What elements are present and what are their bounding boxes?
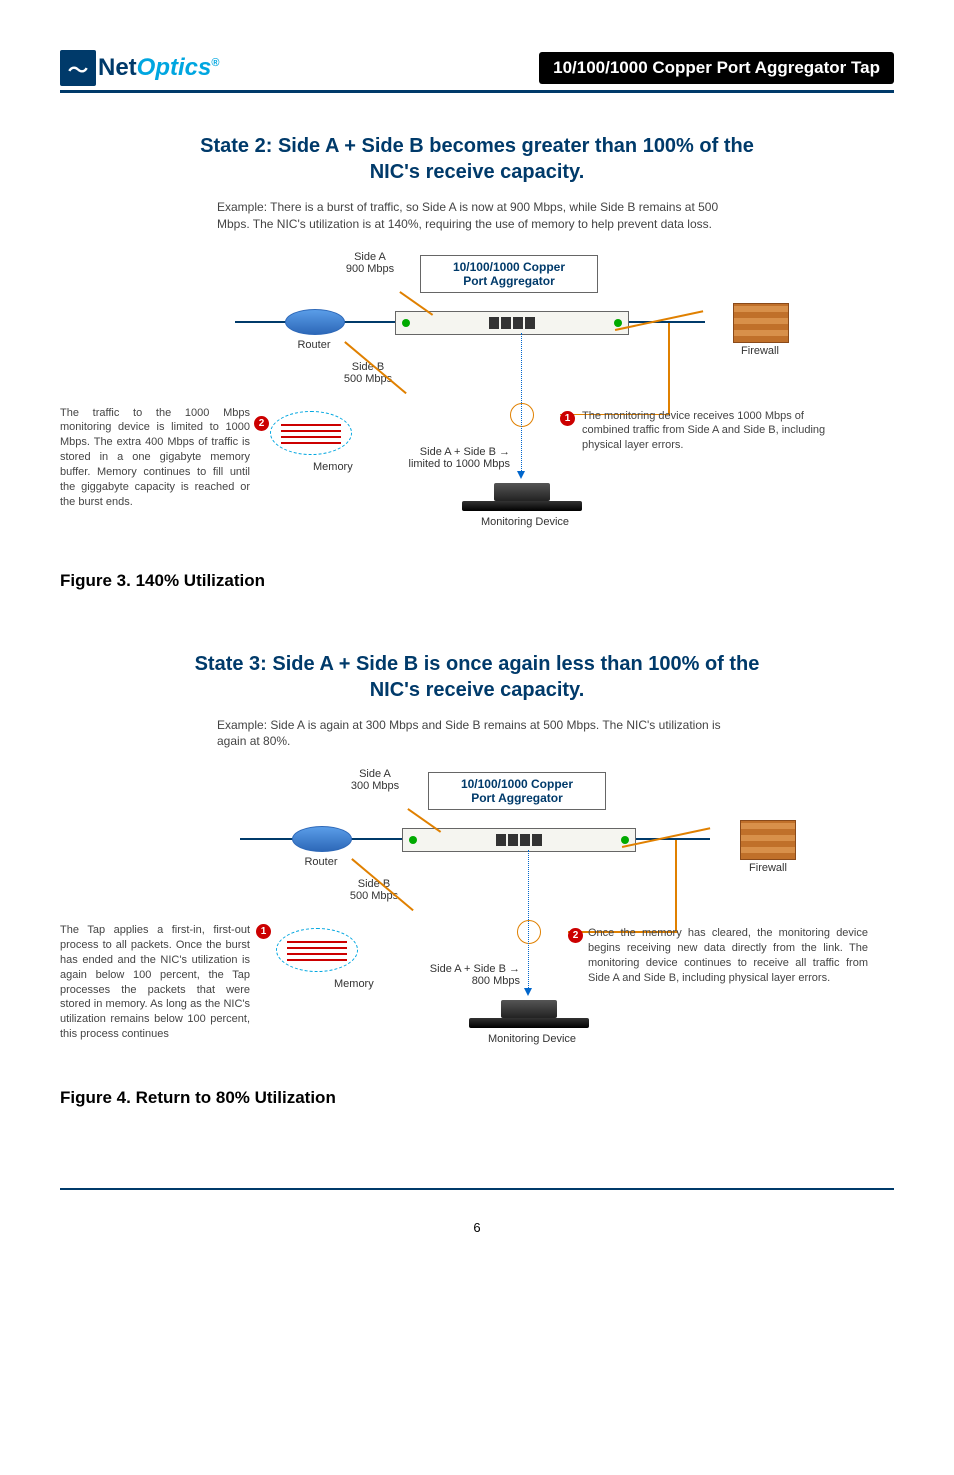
firewall-label: Firewall (730, 345, 790, 357)
page-number: 6 (60, 1220, 894, 1235)
logo-icon: 〜 (60, 50, 96, 86)
port-block (496, 834, 542, 846)
monitor-icon (501, 1000, 557, 1018)
data-flow-line (521, 333, 522, 473)
router-icon (292, 826, 352, 852)
aggregator-device (402, 828, 636, 852)
badge-2: 2 (568, 928, 583, 943)
figure4-caption: Figure 4. Return to 80% Utilization (60, 1088, 894, 1108)
arrow-down-icon (524, 988, 532, 996)
state3-diagram: Side A300 Mbps 10/100/1000 CopperPort Ag… (60, 768, 894, 1068)
state2-example: Example: There is a burst of traffic, so… (217, 199, 737, 233)
sum-label: Side A + Side B →800 Mbps (400, 963, 520, 987)
router-icon (285, 309, 345, 335)
badge-1: 1 (256, 924, 271, 939)
led-icon (614, 319, 622, 327)
state3-note-left: The Tap applies a first-in, first-out pr… (60, 923, 250, 1042)
header-rule (60, 90, 894, 93)
title-bar: 10/100/1000 Copper Port Aggregator Tap (539, 52, 894, 84)
footer-rule (60, 1188, 894, 1190)
memory-icon (270, 411, 352, 455)
switch-icon (517, 920, 541, 944)
firewall-label: Firewall (738, 862, 798, 874)
aggregator-label: 10/100/1000 CopperPort Aggregator (428, 772, 606, 810)
led-icon (409, 836, 417, 844)
page-header: 〜 NetOptics® 10/100/1000 Copper Port Agg… (60, 50, 894, 86)
arrow-down-icon (517, 471, 525, 479)
monitor-icon (494, 483, 550, 501)
router-label: Router (285, 339, 343, 351)
state3-example: Example: Side A is again at 300 Mbps and… (217, 717, 737, 751)
monitor-label: Monitoring Device (462, 1033, 602, 1045)
side-a-label: Side A300 Mbps (340, 768, 410, 792)
state2-note-right: The monitoring device receives 1000 Mbps… (582, 409, 842, 454)
switch-icon (510, 403, 534, 427)
router-label: Router (292, 856, 350, 868)
firewall-icon (740, 820, 796, 860)
figure3-caption: Figure 3. 140% Utilization (60, 571, 894, 591)
monitor-base (462, 501, 582, 511)
port-block (489, 317, 535, 329)
led-icon (621, 836, 629, 844)
led-icon (402, 319, 410, 327)
sum-label: Side A + Side B →limited to 1000 Mbps (370, 446, 510, 470)
monitor-label: Monitoring Device (455, 516, 595, 528)
state2-title: State 2: Side A + Side B becomes greater… (177, 133, 777, 185)
state3-note-right: Once the memory has cleared, the monitor… (588, 926, 868, 985)
memory-label: Memory (313, 461, 373, 473)
memory-label: Memory (334, 978, 394, 990)
logo-optics-text: Optics (137, 54, 212, 81)
side-a-label: Side A900 Mbps (335, 251, 405, 275)
logo-net-text: Net (98, 54, 137, 81)
badge-1: 1 (560, 411, 575, 426)
orange-line (675, 840, 677, 932)
logo: 〜 NetOptics® (60, 50, 219, 86)
state2-note-left: The traffic to the 1000 Mbps monitoring … (60, 406, 250, 510)
state3-title: State 3: Side A + Side B is once again l… (177, 651, 777, 703)
memory-icon (276, 928, 358, 972)
state2-diagram: Side A900 Mbps 10/100/1000 CopperPort Ag… (60, 251, 894, 551)
data-flow-line (528, 850, 529, 990)
orange-line (668, 323, 670, 415)
firewall-icon (733, 303, 789, 343)
aggregator-label: 10/100/1000 CopperPort Aggregator (420, 255, 598, 293)
badge-2: 2 (254, 416, 269, 431)
logo-reg: ® (211, 57, 219, 69)
monitor-base (469, 1018, 589, 1028)
